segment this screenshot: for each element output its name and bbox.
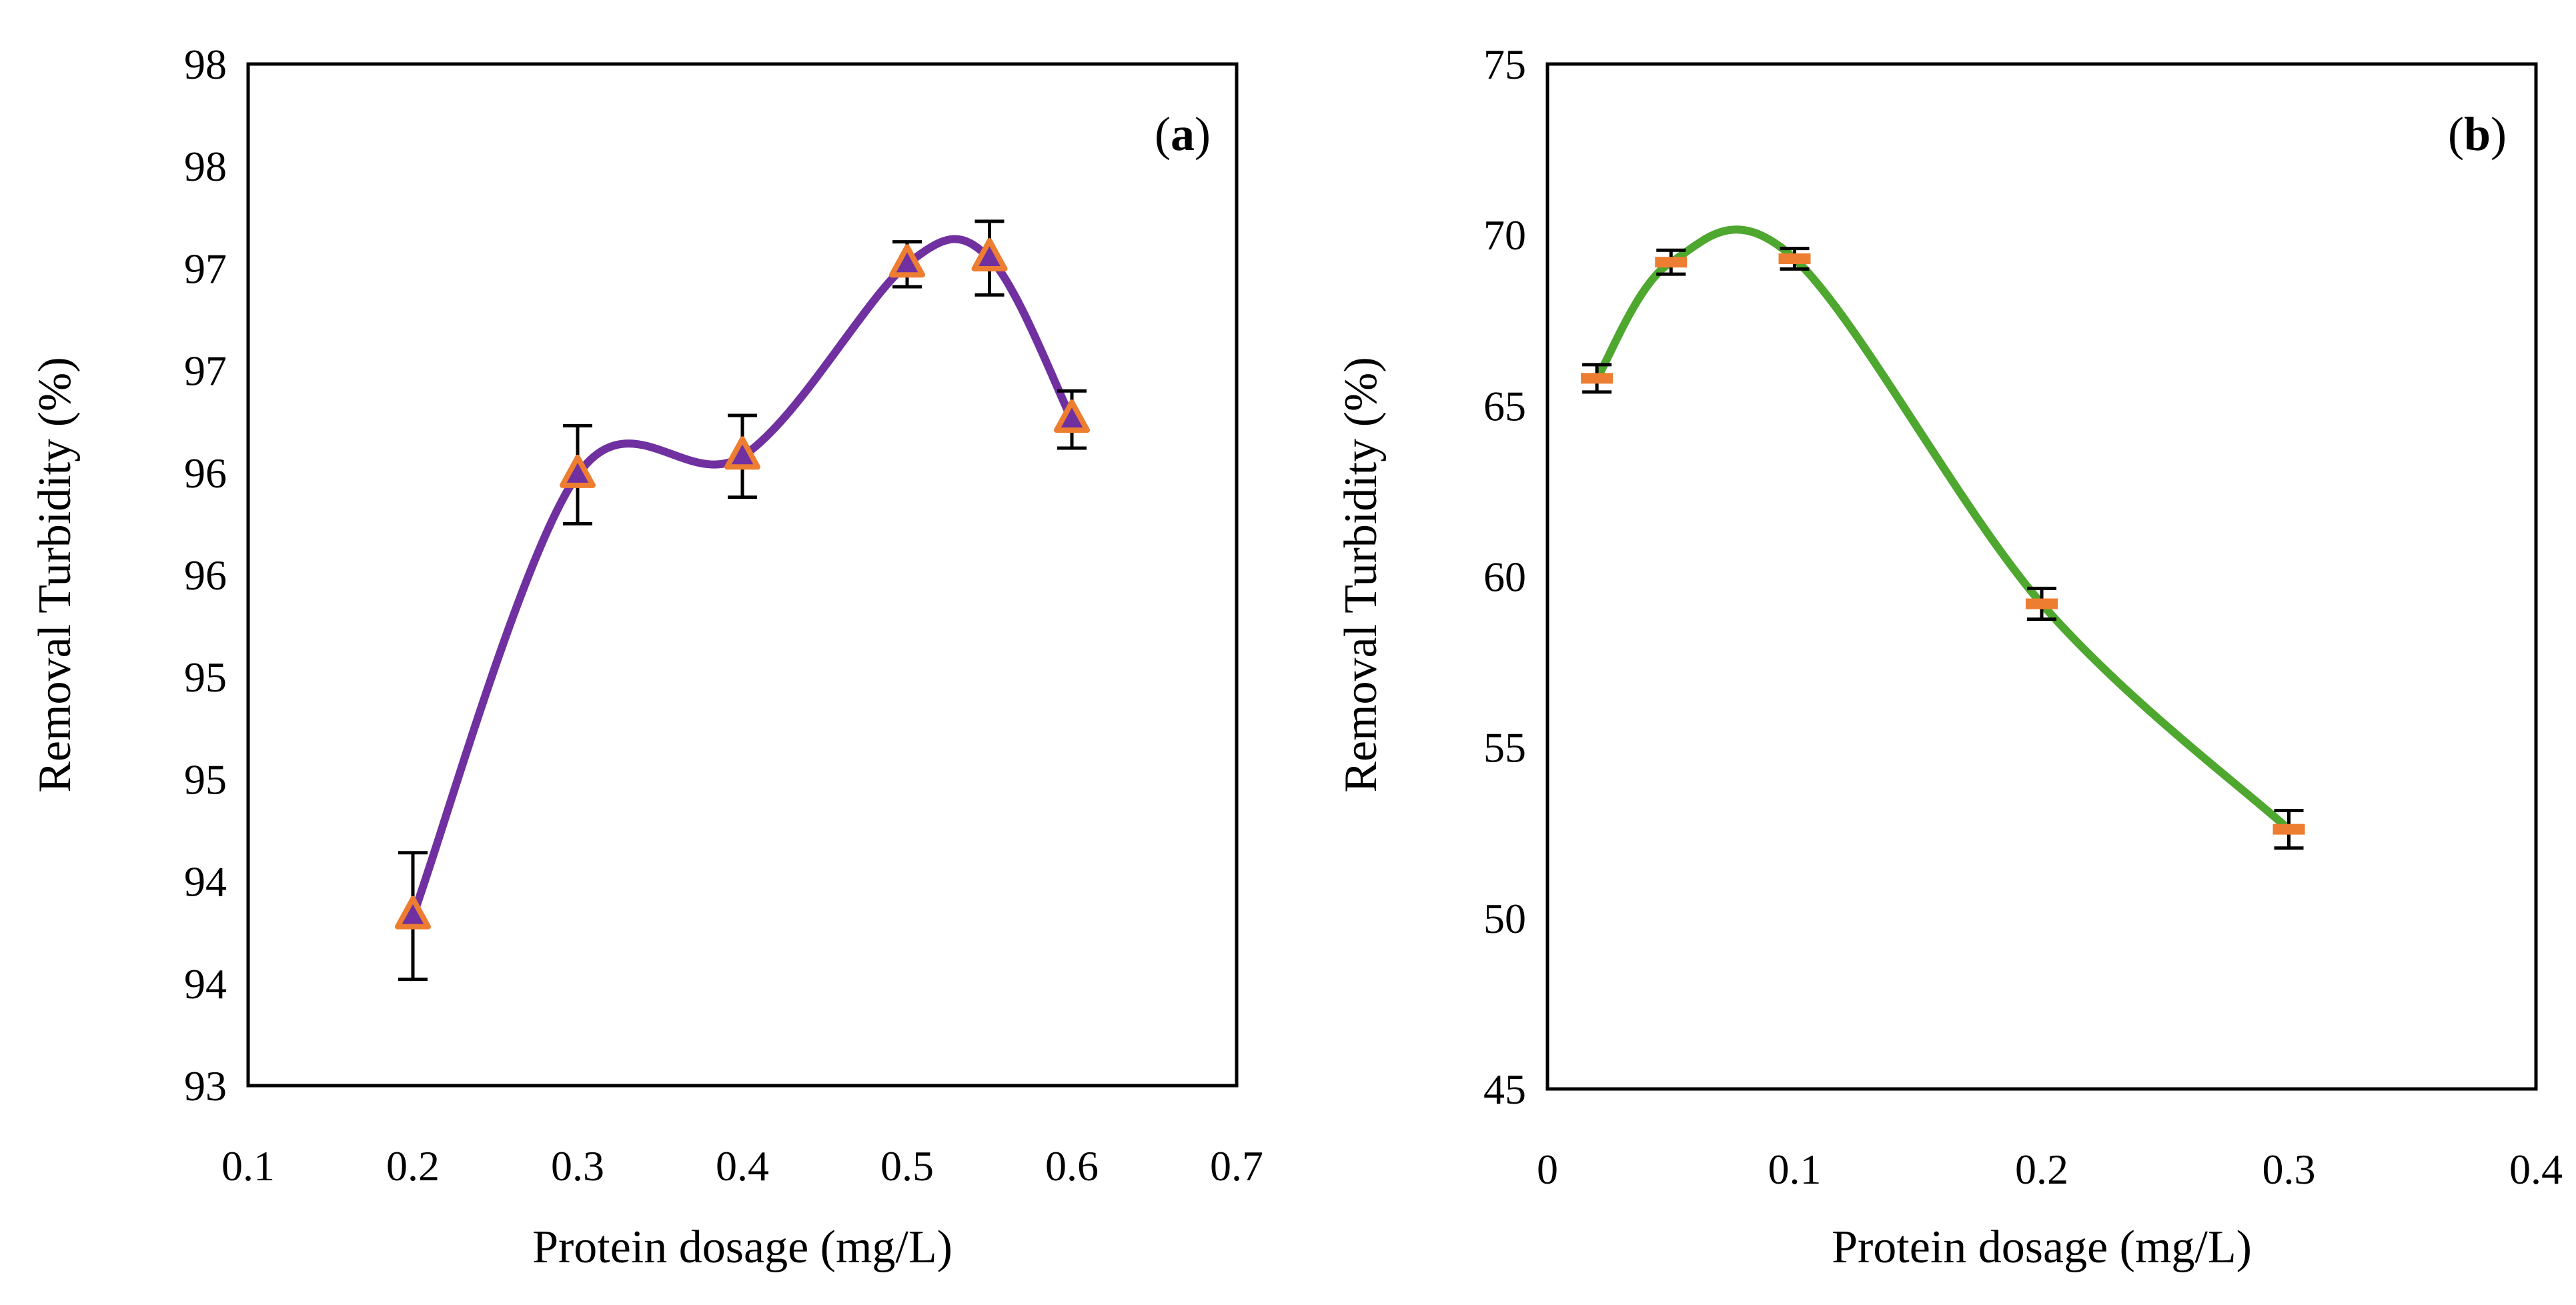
y-tick-label: 45 bbox=[1483, 1066, 1526, 1113]
error-bars bbox=[1582, 247, 2304, 850]
y-tick-label: 97 bbox=[184, 245, 227, 292]
y-tick-label: 98 bbox=[184, 143, 227, 190]
y-tick-label: 65 bbox=[1483, 382, 1526, 429]
series-line bbox=[1593, 225, 2293, 834]
data-point-marker bbox=[889, 244, 925, 278]
y-tick-label: 98 bbox=[184, 41, 227, 88]
data-point-marker bbox=[1054, 399, 1090, 433]
x-tick-label: 0.6 bbox=[1045, 1142, 1099, 1190]
y-tick-label: 94 bbox=[184, 858, 227, 906]
plot-area-frame bbox=[246, 62, 1239, 1088]
x-tick-label: 0.1 bbox=[221, 1142, 275, 1190]
x-axis-ticks: 0 0.1 0.2 0.3 0.4 bbox=[1537, 1146, 2563, 1193]
x-tick-label: 0.3 bbox=[2263, 1146, 2316, 1193]
x-axis-title: Protein dosage (mg/L) bbox=[532, 1222, 952, 1273]
y-tick-label: 96 bbox=[184, 551, 227, 599]
x-tick-label: 0.5 bbox=[880, 1142, 934, 1190]
data-point-marker bbox=[1655, 257, 1688, 268]
y-axis-ticks: 93 94 94 95 95 96 96 97 97 98 98 bbox=[184, 41, 227, 1110]
data-markers bbox=[1581, 253, 2305, 835]
data-point-marker bbox=[395, 896, 431, 930]
x-tick-label: 0.1 bbox=[1768, 1146, 1822, 1193]
panel-label-a: (a) bbox=[1155, 107, 1211, 161]
y-tick-label: 75 bbox=[1483, 41, 1526, 88]
y-tick-label: 96 bbox=[184, 449, 227, 497]
y-tick-label: 95 bbox=[184, 654, 227, 701]
data-point-marker bbox=[2273, 824, 2305, 835]
error-bars bbox=[398, 219, 1087, 982]
data-markers bbox=[395, 238, 1090, 930]
y-tick-label: 55 bbox=[1483, 724, 1526, 772]
y-tick-label: 97 bbox=[184, 347, 227, 395]
data-point-marker bbox=[724, 436, 760, 470]
y-tick-label: 70 bbox=[1483, 211, 1526, 259]
y-tick-label: 93 bbox=[184, 1062, 227, 1110]
data-point-marker bbox=[1581, 373, 1614, 384]
y-tick-label: 60 bbox=[1483, 553, 1526, 601]
data-point-marker bbox=[2026, 598, 2058, 609]
y-tick-label: 50 bbox=[1483, 895, 1526, 942]
series-line bbox=[409, 235, 1076, 920]
panel-label-b: (b) bbox=[2448, 107, 2507, 161]
y-tick-label: 94 bbox=[184, 960, 227, 1008]
data-point-marker bbox=[1778, 253, 1811, 265]
x-tick-label: 0.4 bbox=[2509, 1146, 2563, 1193]
x-tick-label: 0.7 bbox=[1210, 1142, 1263, 1190]
x-axis-title: Protein dosage (mg/L) bbox=[1832, 1222, 2252, 1273]
x-tick-label: 0.4 bbox=[716, 1142, 769, 1190]
x-axis-ticks: 0.1 0.2 0.3 0.4 0.5 0.6 0.7 bbox=[221, 1142, 1263, 1190]
y-tick-label: 95 bbox=[184, 756, 227, 803]
y-axis-title: Removal Turbidity (%) bbox=[29, 357, 81, 792]
plot-area-frame bbox=[1545, 62, 2538, 1091]
x-tick-label: 0.2 bbox=[2015, 1146, 2068, 1193]
data-point-marker bbox=[971, 238, 1008, 272]
chart-panel-b: 45 50 55 60 65 70 75 0 0.1 0.2 0.3 0.4 (b) Protein… bbox=[1335, 41, 2563, 1273]
series-line-path bbox=[1593, 225, 2293, 834]
x-tick-label: 0.2 bbox=[386, 1142, 440, 1190]
y-axis-title: Removal Turbidity (%) bbox=[1335, 357, 1387, 792]
x-tick-label: 0.3 bbox=[551, 1142, 604, 1190]
series-line-path bbox=[409, 235, 1076, 920]
y-axis-ticks: 45 50 55 60 65 70 75 bbox=[1483, 41, 1526, 1113]
x-tick-label: 0 bbox=[1537, 1146, 1558, 1193]
data-point-marker bbox=[560, 454, 596, 488]
